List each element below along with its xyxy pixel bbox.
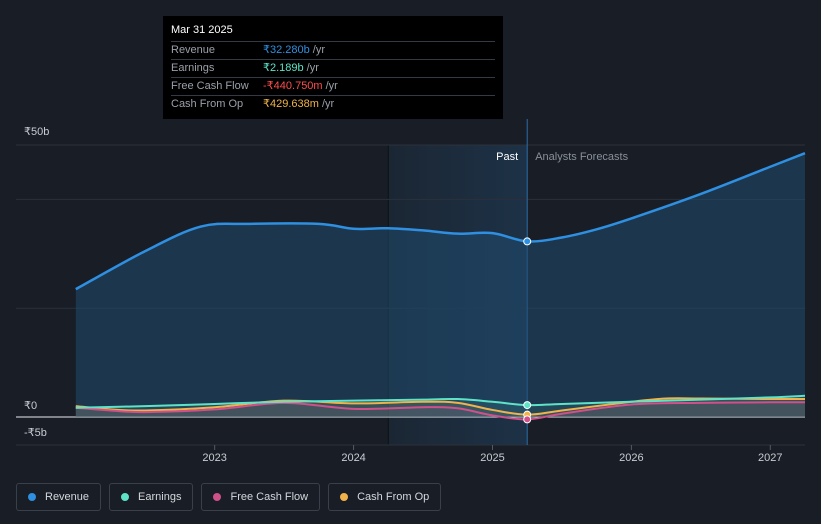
tooltip-value: ₹32.280b [263, 44, 310, 56]
earnings-marker [523, 401, 532, 410]
legend-item-cash-from-op[interactable]: Cash From Op [328, 483, 442, 511]
tooltip-unit: /yr [312, 44, 325, 56]
legend-dot-icon [340, 493, 349, 501]
legend-item-revenue[interactable]: Revenue [16, 483, 102, 511]
x-tick-label: 2027 [758, 452, 782, 464]
legend-dot-icon [121, 493, 130, 501]
tooltip-label: Cash From Op [171, 98, 244, 110]
tooltip-value: ₹2.189b [263, 62, 304, 74]
y-tick-label: ₹0 [24, 400, 37, 412]
revenue-line [75, 151, 806, 291]
free-cash-flow-line [75, 401, 806, 421]
tooltip-value: -₹440.750m [263, 80, 323, 92]
tooltip-label: Revenue [171, 44, 216, 56]
cash-from-op-line [75, 397, 806, 416]
past-label: Past [496, 151, 518, 163]
tooltip-label: Earnings [171, 62, 215, 74]
tooltip-row-cash-from-op: Cash From Op ₹429.638m /yr [171, 95, 495, 113]
legend: Revenue Earnings Free Cash Flow Cash Fro… [16, 483, 442, 511]
y-tick-label: ₹50b [24, 126, 49, 138]
x-tick-label: 2026 [619, 452, 643, 464]
earnings-line [75, 394, 806, 409]
tooltip-unit: /yr [325, 80, 338, 92]
tooltip-row-revenue: Revenue ₹32.280b /yr [171, 41, 495, 59]
tooltip-label: Free Cash Flow [171, 80, 249, 92]
y-tick-label: -₹5b [24, 427, 47, 439]
legend-label: Cash From Op [357, 491, 430, 503]
legend-item-earnings[interactable]: Earnings [109, 483, 194, 511]
tooltip-value: ₹429.638m [263, 98, 319, 110]
tooltip-unit: /yr [306, 62, 319, 74]
revenue-marker [523, 237, 532, 246]
legend-dot-icon [28, 493, 36, 501]
tooltip-unit: /yr [321, 98, 335, 110]
x-tick-label: 2024 [341, 452, 365, 464]
forecast-label: Analysts Forecasts [535, 151, 628, 163]
tooltip: Mar 31 2025 Revenue ₹32.280b /yr Earning… [163, 16, 503, 119]
free-cash-flow-area [75, 402, 806, 420]
legend-label: Earnings [138, 491, 182, 503]
legend-item-free-cash-flow[interactable]: Free Cash Flow [201, 483, 321, 511]
tooltip-date: Mar 31 2025 [171, 24, 233, 36]
tooltip-row-earnings: Earnings ₹2.189b /yr [171, 59, 495, 77]
free-cash-flow-marker [523, 415, 532, 424]
legend-label: Revenue [45, 491, 90, 503]
legend-label: Free Cash Flow [230, 491, 309, 503]
legend-dot-icon [213, 493, 222, 501]
tooltip-row-free-cash-flow: Free Cash Flow -₹440.750m /yr [171, 77, 495, 95]
x-tick-label: 2023 [202, 452, 226, 464]
revenue-area [75, 153, 806, 417]
x-tick-label: 2025 [480, 452, 504, 464]
